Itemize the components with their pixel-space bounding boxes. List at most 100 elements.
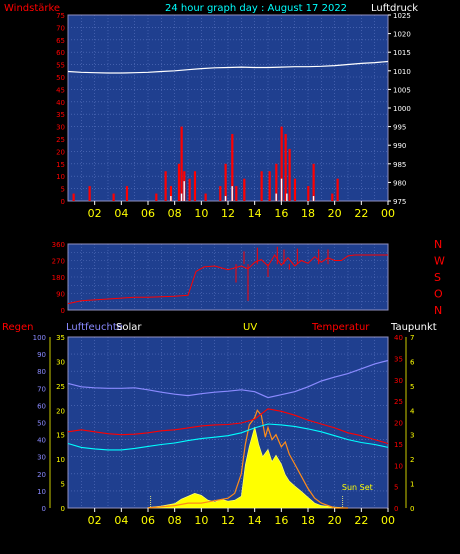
rain-tick-label: 100 bbox=[33, 334, 46, 342]
uv-tick-label: 6 bbox=[410, 358, 415, 366]
p1-right-tick-label: 1025 bbox=[393, 12, 411, 20]
p1-xtick-label: 02 bbox=[88, 207, 102, 220]
dewpoint-tick-label: 15 bbox=[394, 441, 403, 449]
p1-left-tick-label: 70 bbox=[56, 24, 65, 32]
wind-gust-bar bbox=[231, 134, 234, 201]
p2-left-tick-label: 360 bbox=[52, 241, 65, 249]
dewpoint-tick-label: 35 bbox=[394, 355, 403, 363]
dewpoint-axis-title: Taupunkt bbox=[390, 322, 437, 333]
dewpoint-tick-label: 25 bbox=[394, 398, 403, 406]
wind-gust-bar bbox=[88, 186, 91, 201]
p1-left-tick-label: 0 bbox=[61, 198, 65, 206]
p3-xtick-label: 00 bbox=[381, 514, 395, 527]
p1-right-tick-label: 1005 bbox=[393, 86, 411, 94]
p1-left-tick-label: 5 bbox=[61, 186, 65, 194]
p1-xtick-label: 14 bbox=[248, 207, 262, 220]
p1-left-tick-label: 60 bbox=[56, 49, 65, 57]
humidity-tick-label: 15 bbox=[56, 432, 65, 440]
p3-xtick-label: 06 bbox=[141, 514, 155, 527]
humidity-line bbox=[67, 359, 389, 399]
humidity-tick-label: 30 bbox=[56, 358, 65, 366]
wind-gust-bar bbox=[235, 186, 238, 201]
p1-left-tick-label: 55 bbox=[56, 62, 65, 70]
wind-gust-bar bbox=[293, 178, 297, 201]
rain-tick-label: 80 bbox=[37, 368, 46, 376]
pressure-line bbox=[67, 60, 389, 74]
p1-left-tick-label: 65 bbox=[56, 37, 65, 45]
uv-tick-label: 1 bbox=[410, 481, 414, 489]
p3-xtick-label: 14 bbox=[248, 514, 262, 527]
solar-area bbox=[147, 426, 349, 509]
p1-xtick-label: 10 bbox=[194, 207, 208, 220]
p1-right-tick-label: 975 bbox=[393, 198, 406, 206]
humidity-tick-label: 10 bbox=[56, 456, 65, 464]
p1-xtick-label: 16 bbox=[274, 207, 288, 220]
wind-gust-bar bbox=[284, 134, 287, 201]
wind-axis-title: Windstärke bbox=[4, 3, 60, 14]
p1-xtick-label: 08 bbox=[168, 207, 182, 220]
rain-tick-label: 90 bbox=[37, 351, 46, 359]
p1-left-tick-label: 50 bbox=[56, 74, 65, 82]
p1-xtick-label: 18 bbox=[301, 207, 315, 220]
uv-line bbox=[147, 409, 348, 509]
wind-gust-bar bbox=[177, 163, 181, 201]
p1-right-tick-label: 1015 bbox=[393, 49, 411, 57]
wind-gust-bar bbox=[169, 186, 173, 201]
p2-right-tick-label: N bbox=[434, 304, 442, 317]
p1-xtick-label: 22 bbox=[354, 207, 368, 220]
wind-speed-bar bbox=[224, 196, 227, 201]
p1-xtick-label: 00 bbox=[381, 207, 395, 220]
rain-tick-label: 60 bbox=[37, 402, 46, 410]
uv-tick-label: 3 bbox=[410, 432, 414, 440]
rain-tick-label: 10 bbox=[37, 488, 46, 496]
wind-speed-bar bbox=[183, 181, 185, 201]
humidity-tick-label: 20 bbox=[56, 407, 65, 415]
wind-speed-bar bbox=[286, 193, 288, 201]
p1-left-tick-label: 35 bbox=[56, 111, 65, 119]
wind-speed-bar bbox=[231, 186, 233, 201]
wind-direction-line bbox=[67, 254, 388, 305]
humidity-axis-title: Luftfeuchte bbox=[66, 322, 123, 333]
humidity-tick-label: 0 bbox=[61, 505, 65, 513]
wind-gust-bar bbox=[312, 163, 315, 201]
p2-right-tick-label: N bbox=[434, 238, 442, 251]
wind-speed-bar bbox=[280, 178, 283, 201]
wind-speed-bar bbox=[170, 196, 172, 201]
wind-gust-bar bbox=[155, 193, 158, 201]
wind-gust-bar bbox=[307, 186, 310, 201]
wind-gust-bar bbox=[125, 186, 129, 201]
wind-gust-bar bbox=[112, 193, 115, 201]
dewpoint-tick-label: 10 bbox=[394, 462, 403, 470]
p1-left-tick-label: 25 bbox=[56, 136, 65, 144]
dewpoint-tick-label: 0 bbox=[394, 505, 398, 513]
wind-gust-bar bbox=[268, 171, 271, 201]
rain-tick-label: 0 bbox=[42, 505, 46, 513]
p1-xtick-label: 04 bbox=[114, 207, 128, 220]
uv-tick-label: 0 bbox=[410, 505, 414, 513]
wind-speed-bar bbox=[312, 196, 315, 201]
p1-left-tick-label: 40 bbox=[56, 99, 65, 107]
dewpoint-tick-label: 5 bbox=[394, 484, 398, 492]
temperature-axis-title: Temperatur bbox=[311, 322, 370, 333]
rain-tick-label: 50 bbox=[37, 420, 46, 428]
wind-gust-bar bbox=[219, 186, 222, 201]
p1-right-tick-label: 1010 bbox=[393, 68, 411, 76]
wind-gust-bar bbox=[188, 178, 191, 201]
wind-gust-bar bbox=[180, 126, 183, 201]
p3-xtick-label: 18 bbox=[301, 514, 315, 527]
wind-gust-bar bbox=[164, 171, 167, 201]
chart-title: 24 hour graph day : August 17 2022 bbox=[165, 3, 347, 14]
wind-gust-bar bbox=[331, 193, 334, 201]
rain-tick-label: 70 bbox=[37, 385, 46, 393]
p1-left-tick-label: 10 bbox=[56, 173, 65, 181]
wind-speed-bar bbox=[180, 193, 183, 201]
uv-tick-label: 5 bbox=[410, 383, 414, 391]
p3-xtick-label: 20 bbox=[328, 514, 342, 527]
wind-gust-bar bbox=[260, 171, 263, 201]
wind-speed-bar bbox=[275, 193, 277, 201]
wind-gust-bar bbox=[280, 126, 283, 201]
uv-axis-title: UV bbox=[243, 322, 257, 333]
rain-axis-title: Regen bbox=[2, 322, 34, 333]
uv-tick-label: 7 bbox=[410, 334, 414, 342]
